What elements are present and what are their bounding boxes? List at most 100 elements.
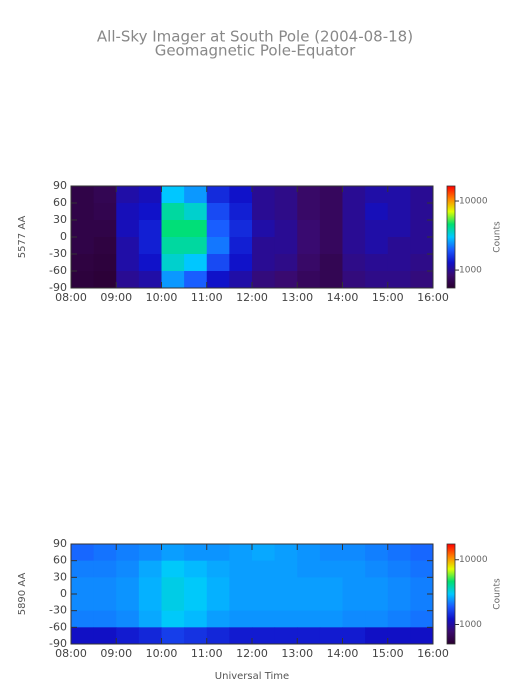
- heatmap-cell: [410, 610, 434, 628]
- heatmap-cell: [206, 594, 230, 612]
- heatmap-cell: [387, 577, 411, 595]
- heatmap-cell: [297, 610, 321, 628]
- heatmap-cell: [116, 271, 140, 289]
- x-tick-label: 08:00: [55, 291, 87, 304]
- heatmap-cell: [71, 271, 95, 289]
- y-tick-label: -30: [49, 247, 67, 260]
- heatmap-cell: [206, 254, 230, 272]
- heatmap-cell: [161, 627, 185, 645]
- heatmap-cell: [116, 560, 140, 578]
- colorbar-tick-label: 10000: [459, 197, 488, 207]
- heatmap-cell: [71, 610, 95, 628]
- heatmap-cell: [116, 220, 140, 238]
- heatmap-cell: [342, 627, 366, 645]
- heatmap-cell: [71, 254, 95, 272]
- heatmap-cell: [252, 577, 276, 595]
- heatmap-cell: [319, 254, 343, 272]
- heatmap-cell: [184, 186, 208, 204]
- heatmap-cell: [71, 220, 95, 238]
- heatmap-cell: [93, 254, 117, 272]
- y-tick-label: 60: [53, 196, 67, 209]
- heatmap-cell: [297, 544, 321, 562]
- colorbar-label: Counts: [493, 221, 503, 253]
- heatmap-cell: [116, 544, 140, 562]
- y-tick-label: -90: [49, 281, 67, 294]
- heatmap-cell: [387, 254, 411, 272]
- heatmap-cell: [252, 544, 276, 562]
- heatmap-cell: [297, 627, 321, 645]
- heatmap-cell: [184, 271, 208, 289]
- heatmap-cell: [274, 577, 298, 595]
- y-tick-label: 30: [53, 570, 67, 583]
- heatmap-cell: [184, 220, 208, 238]
- heatmap-cell: [116, 186, 140, 204]
- heatmap-cell: [206, 237, 230, 255]
- heatmap-cell: [138, 560, 162, 578]
- heatmap-cell: [93, 203, 117, 221]
- heatmap-cell: [206, 203, 230, 221]
- x-tick-label: 15:00: [372, 647, 404, 660]
- heatmap-cell: [252, 186, 276, 204]
- x-tick-label: 15:00: [372, 291, 404, 304]
- heatmap-cell: [116, 627, 140, 645]
- y-tick-label: 60: [53, 554, 67, 567]
- heatmap-cell: [319, 610, 343, 628]
- heatmap-cell: [387, 594, 411, 612]
- heatmap-cell: [252, 594, 276, 612]
- heatmap-cell: [161, 220, 185, 238]
- heatmap-cell: [184, 577, 208, 595]
- heatmap-cell: [206, 220, 230, 238]
- colorbar: [446, 185, 456, 289]
- heatmap-cell: [161, 594, 185, 612]
- heatmap-cell: [342, 254, 366, 272]
- heatmap-cell: [229, 594, 253, 612]
- heatmap-cell: [297, 237, 321, 255]
- heatmap-cell: [229, 577, 253, 595]
- x-tick-label: 16:00: [417, 291, 449, 304]
- heatmap-cell: [365, 577, 389, 595]
- heatmap-cell: [116, 577, 140, 595]
- heatmap-cell: [274, 186, 298, 204]
- x-tick-label: 13:00: [281, 291, 313, 304]
- heatmap-cell: [297, 203, 321, 221]
- heatmap-cell: [319, 203, 343, 221]
- heatmap-cell: [387, 271, 411, 289]
- x-tick-label: 12:00: [236, 647, 268, 660]
- x-tick-label: 14:00: [327, 291, 359, 304]
- heatmap-cell: [161, 560, 185, 578]
- heatmap-cell: [342, 610, 366, 628]
- heatmap-cell: [410, 544, 434, 562]
- heatmap-cell: [342, 203, 366, 221]
- heatmap-cell: [138, 237, 162, 255]
- heatmap-cell: [116, 610, 140, 628]
- heatmap-cell: [297, 594, 321, 612]
- heatmap-cell: [93, 577, 117, 595]
- heatmap-cell: [410, 560, 434, 578]
- heatmap-cell: [410, 203, 434, 221]
- heatmap-cell: [387, 237, 411, 255]
- y-tick-label: -60: [49, 264, 67, 277]
- y-tick-label: 30: [53, 213, 67, 226]
- heatmap-cell: [93, 220, 117, 238]
- heatmap-cell: [93, 610, 117, 628]
- y-tick-label: 0: [60, 587, 67, 600]
- heatmap-cell: [252, 560, 276, 578]
- colorbar-label: Counts: [493, 578, 503, 610]
- heatmap-cell: [365, 271, 389, 289]
- heatmap-cell: [252, 610, 276, 628]
- heatmap-cell: [116, 594, 140, 612]
- heatmap-cell: [274, 594, 298, 612]
- x-tick-label: 11:00: [191, 291, 223, 304]
- heatmap-cell: [138, 544, 162, 562]
- heatmap-cell: [365, 254, 389, 272]
- colorbar-tick-label: 1000: [459, 620, 482, 630]
- heatmap-cell: [319, 544, 343, 562]
- heatmap-cell: [93, 237, 117, 255]
- heatmap-cell: [93, 594, 117, 612]
- x-tick-label: 10:00: [146, 647, 178, 660]
- heatmap-cell: [93, 186, 117, 204]
- heatmap-cell: [161, 577, 185, 595]
- heatmap-cell: [342, 577, 366, 595]
- heatmap-cell: [206, 544, 230, 562]
- x-tick-label: 10:00: [146, 291, 178, 304]
